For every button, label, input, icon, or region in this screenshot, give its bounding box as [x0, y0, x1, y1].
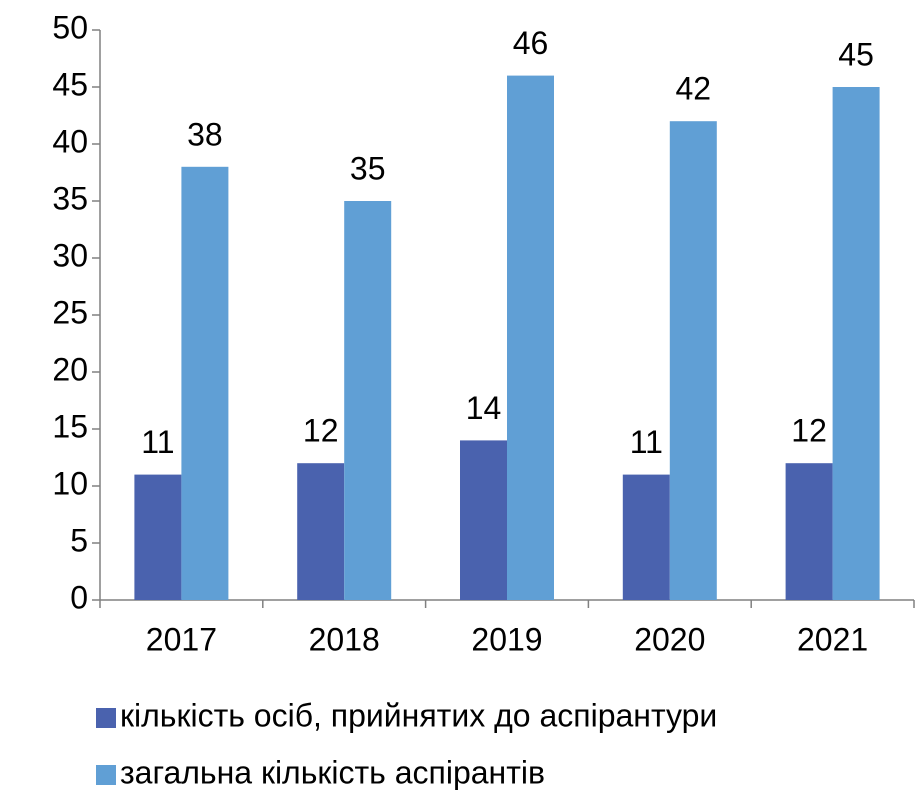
data-label: 12 — [791, 413, 827, 449]
y-tick-label: 10 — [52, 465, 88, 501]
data-label: 45 — [838, 36, 874, 72]
x-tick-label: 2020 — [634, 621, 705, 657]
legend-swatch — [96, 765, 116, 785]
y-tick-label: 25 — [52, 294, 88, 330]
x-tick-label: 2021 — [797, 621, 868, 657]
bar — [832, 87, 880, 600]
data-label: 11 — [141, 424, 174, 460]
y-tick-label: 30 — [52, 237, 88, 273]
y-tick-label: 0 — [70, 579, 88, 615]
bar — [669, 121, 717, 600]
data-label: 14 — [466, 390, 502, 426]
bar — [344, 201, 392, 600]
bar — [134, 474, 182, 600]
y-tick-label: 35 — [52, 180, 88, 216]
bar — [460, 440, 507, 600]
legend-label: кількість осіб, прийнятих до аспірантури — [120, 697, 717, 733]
bar — [181, 166, 229, 601]
bar — [785, 463, 833, 600]
y-tick-label: 20 — [52, 351, 88, 387]
data-label: 46 — [513, 25, 549, 61]
data-label: 11 — [630, 424, 663, 460]
bar — [622, 474, 670, 600]
x-tick-label: 2017 — [146, 621, 217, 657]
y-tick-label: 50 — [52, 9, 88, 45]
data-label: 12 — [303, 413, 339, 449]
data-label: 38 — [187, 116, 223, 152]
bar — [507, 75, 554, 601]
bar — [297, 463, 345, 600]
x-tick-label: 2019 — [471, 621, 542, 657]
data-label: 42 — [676, 71, 712, 107]
legend-swatch — [96, 708, 116, 728]
y-tick-label: 15 — [52, 408, 88, 444]
data-label: 35 — [350, 150, 386, 186]
legend-label: загальна кількість аспірантів — [120, 754, 545, 790]
y-tick-label: 40 — [52, 123, 88, 159]
x-tick-label: 2018 — [309, 621, 380, 657]
y-tick-label: 45 — [52, 66, 88, 102]
y-tick-label: 5 — [70, 522, 88, 558]
